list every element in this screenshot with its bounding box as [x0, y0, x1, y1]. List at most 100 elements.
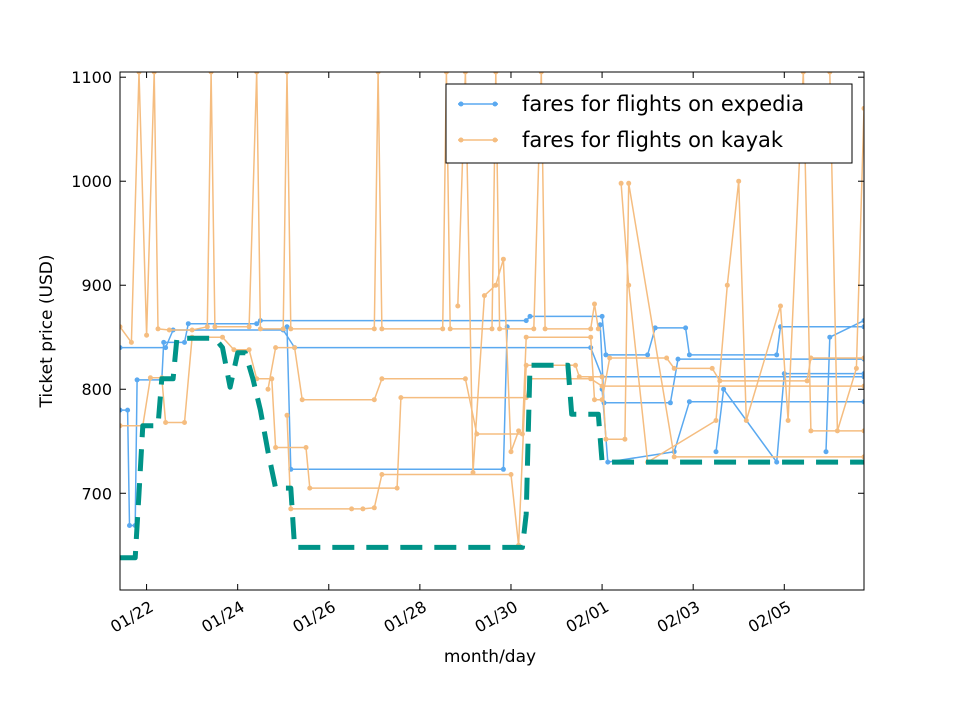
data-point: [618, 180, 624, 186]
data-point: [721, 386, 727, 392]
y-tick-label: 900: [81, 276, 112, 295]
data-point: [462, 376, 468, 382]
data-point: [834, 428, 840, 434]
data-point: [827, 72, 833, 75]
series-line: [829, 72, 864, 432]
legend-marker-expedia: [492, 101, 498, 107]
data-point: [349, 506, 355, 512]
data-point: [299, 397, 305, 403]
data-point: [743, 418, 749, 423]
data-point: [284, 324, 290, 330]
data-point: [823, 449, 829, 455]
data-point: [861, 318, 864, 324]
legend-marker-expedia: [458, 101, 464, 107]
data-point: [508, 472, 514, 477]
data-point: [120, 324, 123, 330]
data-point: [273, 345, 279, 351]
data-point: [489, 326, 495, 332]
data-point: [128, 339, 134, 345]
data-point: [212, 324, 218, 330]
plot-frame: [119, 71, 865, 591]
data-point: [144, 332, 150, 338]
series-line: [120, 329, 864, 378]
y-tick-label: 800: [81, 380, 112, 399]
data-point: [231, 347, 237, 353]
data-point: [254, 321, 260, 327]
data-point: [455, 303, 461, 309]
data-point: [163, 420, 169, 425]
data-point: [523, 334, 529, 340]
data-point: [371, 397, 377, 403]
data-point: [292, 345, 298, 351]
data-point: [599, 397, 605, 403]
data-point: [254, 72, 260, 75]
data-point: [709, 365, 715, 371]
data-point: [736, 178, 742, 184]
series-2: [120, 72, 864, 548]
data-point: [599, 313, 605, 319]
data-point: [379, 376, 385, 382]
data-point: [508, 449, 514, 455]
data-point: [675, 356, 681, 362]
data-point: [853, 365, 859, 371]
data-point: [785, 418, 791, 423]
data-point: [497, 326, 503, 332]
data-point: [440, 326, 446, 332]
data-point: [626, 180, 632, 186]
data-point: [603, 352, 609, 358]
y-tick-label: 700: [81, 484, 112, 503]
legend-label-expedia: fares for flights on expedia: [522, 92, 804, 116]
data-point: [538, 72, 544, 75]
data-point: [166, 327, 172, 333]
data-point: [804, 378, 810, 384]
data-point: [134, 377, 140, 383]
data-point: [808, 428, 814, 434]
data-point: [607, 355, 613, 361]
data-point: [774, 459, 780, 465]
data-point: [493, 72, 499, 75]
data-point: [182, 420, 187, 425]
data-point: [273, 445, 279, 450]
data-point: [861, 324, 864, 330]
data-point: [120, 407, 123, 413]
data-point: [394, 485, 400, 491]
data-point: [652, 325, 658, 331]
data-point: [288, 326, 294, 332]
data-point: [500, 256, 506, 262]
data-point: [861, 355, 864, 361]
data-point: [379, 326, 385, 332]
data-point: [595, 326, 601, 332]
data-point: [588, 326, 594, 332]
data-point: [664, 355, 670, 361]
y-tick-label: 1100: [71, 68, 112, 87]
data-point: [592, 301, 597, 307]
data-point: [671, 454, 677, 460]
data-point: [774, 352, 780, 358]
data-point: [147, 375, 153, 381]
data-point: [599, 374, 605, 380]
data-point: [861, 454, 864, 460]
data-point: [523, 318, 529, 324]
data-point: [861, 428, 864, 434]
data-point: [375, 72, 381, 75]
data-point: [519, 431, 525, 437]
data-point: [136, 72, 142, 75]
data-point: [861, 371, 864, 377]
data-point: [861, 105, 864, 111]
data-point: [280, 326, 286, 332]
y-axis-title: Ticket price (USD): [37, 255, 57, 409]
data-point: [622, 436, 628, 442]
y-tick-label: 1000: [71, 172, 112, 191]
x-axis-title: month/day: [444, 647, 536, 667]
data-point: [371, 326, 377, 332]
data-point: [686, 352, 692, 358]
data-point: [208, 72, 214, 75]
data-point: [724, 282, 730, 288]
data-point: [155, 326, 161, 332]
data-point: [516, 428, 522, 434]
data-point: [481, 293, 487, 299]
data-point: [443, 72, 449, 75]
data-point: [120, 423, 123, 429]
data-point: [462, 72, 468, 75]
